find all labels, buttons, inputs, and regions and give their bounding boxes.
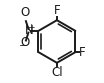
Text: N: N xyxy=(25,24,33,37)
Text: O: O xyxy=(20,6,30,19)
Text: O: O xyxy=(20,36,30,49)
Text: +: + xyxy=(27,23,35,32)
Text: F: F xyxy=(54,3,60,17)
Text: F: F xyxy=(79,46,86,59)
Text: Cl: Cl xyxy=(51,66,63,80)
Text: −: − xyxy=(19,41,28,51)
